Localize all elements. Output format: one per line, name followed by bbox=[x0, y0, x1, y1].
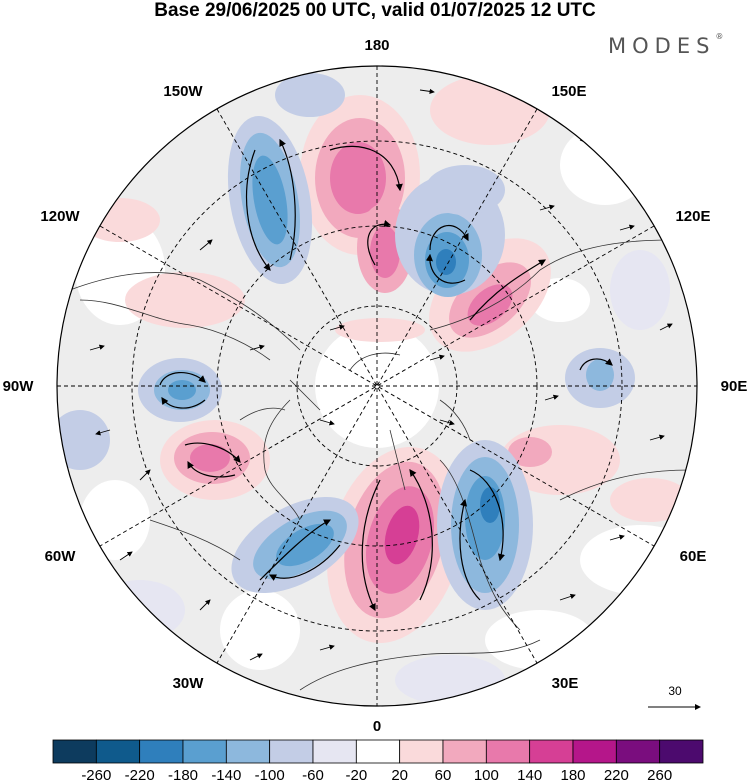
map-boundary bbox=[56, 65, 698, 707]
colorbar: -260 -220 -180 -140 -100 -60 -20 20 60 100 140 180 2… bbox=[52, 739, 704, 783]
lon-label-60w: 60W bbox=[45, 548, 77, 565]
lon-label-150w: 150W bbox=[163, 83, 203, 100]
streamlines bbox=[159, 138, 613, 612]
lon-label-120e: 120E bbox=[675, 208, 710, 225]
colorbar-label: 220 bbox=[604, 767, 629, 783]
reference-vector: 30 bbox=[648, 684, 701, 710]
lon-label-60e: 60E bbox=[680, 548, 707, 565]
colorbar-swatch bbox=[312, 739, 357, 764]
colorbar-swatch bbox=[269, 739, 314, 764]
colorbar-swatch bbox=[529, 739, 574, 764]
colorbar-label: -100 bbox=[255, 767, 285, 783]
lon-label-150e: 150E bbox=[551, 83, 586, 100]
colorbar-swatch bbox=[95, 739, 141, 764]
colorbar-label: 60 bbox=[435, 767, 452, 783]
lon-label-30e: 30E bbox=[552, 675, 579, 692]
lon-label-90e: 90E bbox=[721, 378, 748, 395]
modes-logo: MODES® bbox=[608, 32, 724, 58]
colorbar-label: 180 bbox=[560, 767, 585, 783]
lon-label-30w: 30W bbox=[173, 675, 205, 692]
colorbar-swatch bbox=[52, 739, 97, 764]
colorbar-label: 100 bbox=[474, 767, 499, 783]
wind-vectors bbox=[89, 88, 673, 661]
colorbar-label: 20 bbox=[391, 767, 408, 783]
colorbar-label: 140 bbox=[517, 767, 542, 783]
colorbar-swatch bbox=[485, 739, 531, 764]
colorbar-swatch bbox=[225, 739, 271, 764]
colorbar-swatch bbox=[659, 739, 704, 764]
colorbar-label: -220 bbox=[125, 767, 155, 783]
colorbar-label: 260 bbox=[647, 767, 672, 783]
lon-label-90w: 90W bbox=[3, 378, 35, 395]
lon-label-0: 0 bbox=[373, 718, 381, 735]
reference-vector-label: 30 bbox=[668, 684, 682, 698]
colorbar-swatch bbox=[139, 739, 184, 764]
colorbar-swatch bbox=[442, 739, 487, 764]
map-disk bbox=[57, 66, 697, 706]
colorbar-label: -60 bbox=[302, 767, 324, 783]
colorbar-label: -260 bbox=[81, 767, 111, 783]
colorbar-swatch bbox=[572, 739, 617, 764]
colorbar-swatch bbox=[399, 739, 444, 764]
lon-label-120w: 120W bbox=[40, 208, 80, 225]
colorbar-label: -20 bbox=[345, 767, 367, 783]
map-title: Base 29/06/2025 00 UTC, valid 01/07/2025… bbox=[154, 0, 596, 21]
colorbar-swatch bbox=[182, 739, 227, 764]
colorbar-label: -180 bbox=[168, 767, 198, 783]
lon-label-180: 180 bbox=[364, 37, 389, 54]
graticule bbox=[57, 66, 697, 706]
colorbar-label: -140 bbox=[211, 767, 241, 783]
colorbar-swatch bbox=[615, 739, 661, 764]
colorbar-swatch bbox=[355, 739, 401, 764]
